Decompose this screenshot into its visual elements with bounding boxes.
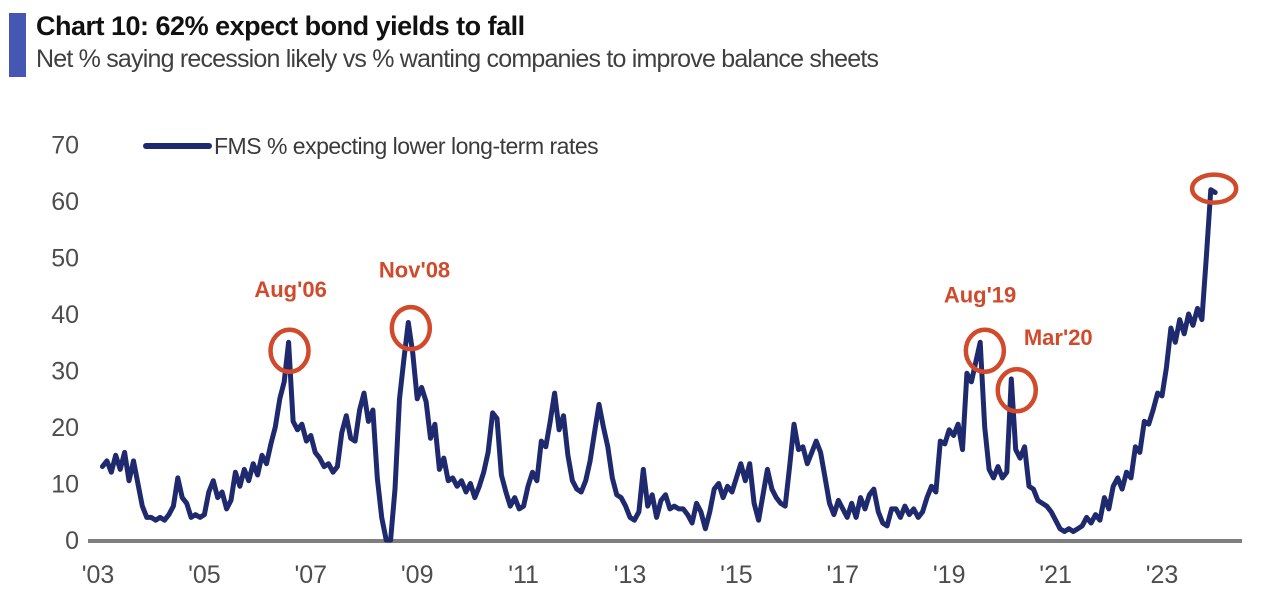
y-tick-label: 50 bbox=[51, 245, 79, 273]
chart-title: Chart 10: 62% expect bond yields to fall bbox=[36, 11, 525, 41]
annotation-circle-end-point bbox=[1189, 172, 1239, 205]
annotation-label-aug06: Aug'06 bbox=[254, 277, 326, 302]
x-axis-tick-labels: '03 '05 '07 '09 '11 '13 '15 '17 '19 '21 '23 bbox=[82, 561, 1179, 589]
x-tick-label: '21 bbox=[1039, 561, 1072, 589]
y-axis-tick-labels: 0 10 20 30 40 50 60 70 bbox=[51, 132, 79, 556]
x-tick-label: '07 bbox=[295, 561, 328, 589]
x-tick-label: '13 bbox=[614, 561, 647, 589]
title-accent-bar bbox=[9, 13, 26, 77]
x-tick-label: '19 bbox=[933, 561, 966, 589]
x-tick-label: '09 bbox=[401, 561, 434, 589]
fms-line-series bbox=[99, 187, 1218, 543]
y-tick-label: 0 bbox=[65, 527, 79, 555]
x-tick-label: '05 bbox=[188, 561, 221, 589]
x-tick-label: '11 bbox=[508, 561, 539, 589]
annotations-layer: Aug'06 Nov'08 Aug'19 Mar'20 bbox=[254, 172, 1239, 414]
annotation-label-aug19: Aug'19 bbox=[944, 283, 1016, 308]
legend-label: FMS % expecting lower long-term rates bbox=[214, 133, 598, 159]
chart-subtitle: Net % saying recession likely vs % wanti… bbox=[36, 45, 879, 73]
annotation-label-mar20: Mar'20 bbox=[1024, 325, 1093, 350]
y-tick-label: 40 bbox=[51, 301, 79, 329]
annotation-circle-aug06 bbox=[268, 327, 311, 374]
annotation-label-nov08: Nov'08 bbox=[379, 257, 450, 282]
y-tick-label: 10 bbox=[51, 471, 79, 499]
chart-header: Chart 10: 62% expect bond yields to fall… bbox=[0, 0, 1282, 100]
x-tick-label: '23 bbox=[1146, 561, 1179, 589]
annotation-circle-aug19 bbox=[963, 327, 1007, 374]
x-tick-label: '17 bbox=[827, 561, 860, 589]
y-tick-label: 60 bbox=[51, 188, 79, 216]
x-tick-label: '15 bbox=[720, 561, 753, 589]
annotation-circle-mar20 bbox=[995, 367, 1039, 414]
y-tick-label: 20 bbox=[51, 414, 79, 442]
annotation-circle-nov08 bbox=[389, 304, 433, 352]
y-tick-label: 30 bbox=[51, 358, 79, 386]
y-tick-label: 70 bbox=[51, 132, 79, 160]
x-tick-label: '03 bbox=[82, 561, 115, 589]
